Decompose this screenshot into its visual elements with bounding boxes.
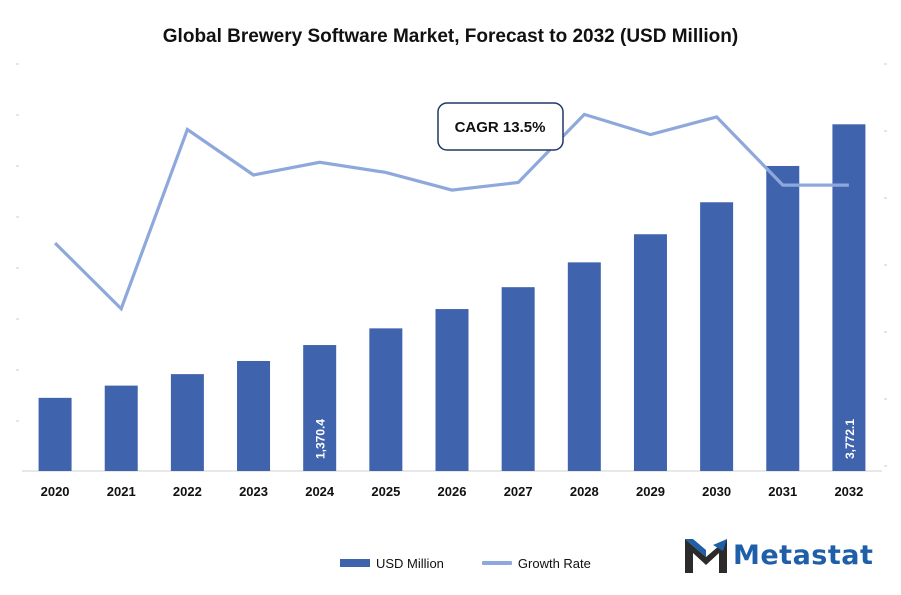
metastat-logo: Metastat [683, 533, 873, 577]
bar-2029 [633, 234, 667, 471]
bar-2026 [435, 309, 469, 471]
x-tick-label: 2029 [636, 484, 665, 499]
legend: USD Million Growth Rate [340, 554, 629, 572]
x-tick-label: 2021 [107, 484, 136, 499]
bar-2023 [237, 360, 271, 471]
x-tick-label: 2027 [504, 484, 533, 499]
x-tick-label: 2025 [371, 484, 400, 499]
x-tick-label: 2030 [702, 484, 731, 499]
cagr-annotation-box [437, 102, 564, 151]
x-tick-label: 2028 [570, 484, 599, 499]
bar-2030 [700, 202, 734, 472]
legend-item-usd-million: USD Million [340, 556, 444, 571]
metastat-m-icon [685, 539, 727, 573]
bar-2031 [766, 165, 800, 472]
x-tick-label: 2031 [768, 484, 797, 499]
legend-label-usd-million: USD Million [376, 555, 444, 571]
bar-2021 [104, 385, 138, 471]
cagr-annotation-text: CAGR 13.5% [455, 119, 546, 136]
legend-item-growth-rate: Growth Rate [481, 555, 591, 571]
x-tick-label: 2032 [834, 484, 863, 499]
cagr-annotation: CAGR 13.5% [437, 102, 564, 151]
bar-2032 [832, 124, 866, 472]
logo-text: Metastat [733, 539, 874, 571]
bar-2025 [369, 328, 403, 471]
x-tick-label: 2022 [173, 484, 202, 499]
x-tick-label: 2020 [41, 484, 70, 499]
legend-swatch-bar [340, 559, 370, 567]
bar-2027 [501, 287, 535, 471]
data-label-2032: 3,772.1 [843, 419, 857, 459]
bar-2022 [170, 374, 204, 471]
legend-swatch-line [481, 561, 512, 565]
x-tick-label: 2023 [239, 484, 268, 499]
bar-2028 [567, 262, 601, 471]
bar-2024 [303, 345, 337, 471]
data-label-2024: 1,370.4 [314, 419, 328, 459]
legend-label-growth-rate: Growth Rate [517, 555, 591, 571]
bar-2020 [38, 397, 72, 471]
x-tick-label: 2024 [305, 484, 335, 499]
chart-title: Global Brewery Software Market, Forecast… [162, 26, 739, 47]
x-tick-label: 2026 [438, 484, 467, 499]
